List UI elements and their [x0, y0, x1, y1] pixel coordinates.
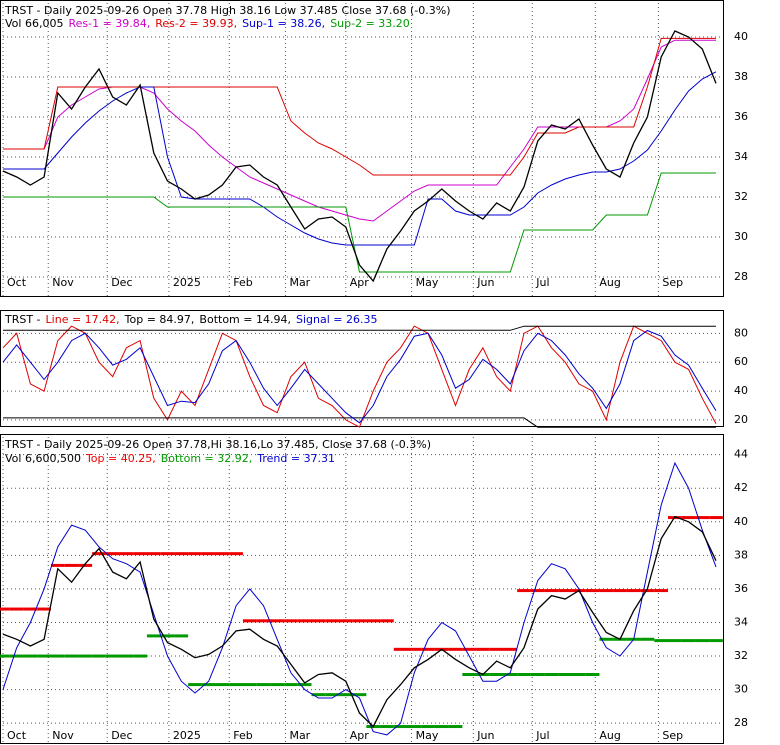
legend-entry: Top = 84.97, — [124, 313, 195, 326]
x-tick-label: Sep — [662, 729, 683, 742]
y-tick-label: 30 — [734, 230, 748, 243]
y-tick-label: 60 — [734, 355, 748, 368]
x-tick-label: Jun — [476, 276, 494, 289]
y-tick-label: 40 — [734, 384, 748, 397]
legend-entry: Trend = 37.31 — [256, 452, 335, 465]
y-tick-label: 42 — [734, 481, 748, 494]
x-tick-label: 2025 — [173, 276, 201, 289]
series-line — [3, 417, 716, 428]
series-line — [2, 461, 717, 736]
x-tick-label: Dec — [111, 276, 132, 289]
y-tick-label: 28 — [734, 716, 748, 729]
price-line — [2, 30, 717, 283]
x-tick-label: Oct — [7, 729, 27, 742]
x-tick-label: Jul — [535, 729, 549, 742]
x-tick-label: Dec — [111, 729, 132, 742]
y-tick-label: 40 — [734, 515, 748, 528]
x-tick-label: Jun — [476, 729, 494, 742]
y-tick-label: 34 — [734, 150, 748, 163]
panel-title: TRST - — [4, 313, 41, 326]
x-tick-label: Aug — [599, 729, 620, 742]
series-line — [3, 325, 716, 331]
x-tick-label: Aug — [599, 276, 620, 289]
x-tick-label: Feb — [233, 729, 252, 742]
series-line — [3, 71, 717, 246]
x-tick-label: Oct — [7, 276, 27, 289]
x-tick-label: 2025 — [173, 729, 201, 742]
series-line — [3, 37, 716, 176]
y-tick-label: 28 — [734, 270, 748, 283]
price-line — [2, 515, 717, 728]
y-tick-label: 36 — [734, 582, 748, 595]
legend-entry: Line = 17.42, — [46, 313, 120, 326]
panel-frame — [0, 0, 724, 297]
panel-subtitle: Vol 66,005 — [5, 17, 63, 30]
x-tick-label: Apr — [350, 276, 370, 289]
legend-entry: Res-2 = 39.93, — [155, 17, 237, 30]
x-tick-label: Nov — [52, 729, 74, 742]
panel-title: TRST - Daily 2025-09-26 Open 37.78 High … — [4, 4, 451, 17]
legend-entry: Signal = 26.35 — [296, 313, 378, 326]
series-line — [2, 325, 717, 428]
x-tick-label: May — [416, 729, 439, 742]
x-tick-label: Jul — [535, 276, 549, 289]
y-tick-label: 80 — [734, 326, 748, 339]
legend-entry: Res-1 = 39.84, — [68, 17, 150, 30]
y-tick-label: 34 — [734, 615, 748, 628]
x-tick-label: Feb — [233, 276, 252, 289]
legend-entry: Bottom = 14.94, — [199, 313, 291, 326]
legend-entry: Bottom = 32.92, — [161, 452, 253, 465]
panel-frame — [0, 310, 724, 427]
x-tick-label: Apr — [350, 729, 370, 742]
legend-entry: Sup-2 = 33.20 — [330, 17, 410, 30]
series-line — [2, 329, 717, 424]
x-tick-label: Sep — [662, 276, 683, 289]
y-tick-label: 36 — [734, 110, 748, 123]
x-tick-label: May — [416, 276, 439, 289]
y-tick-label: 30 — [734, 683, 748, 696]
y-tick-label: 40 — [734, 30, 748, 43]
panel-title: TRST - Daily 2025-09-26 Open 37.78,Hi 38… — [4, 438, 431, 451]
x-tick-label: Nov — [52, 276, 74, 289]
panel-subtitle: Vol 6,600,500 — [5, 452, 81, 465]
legend-entry: Sup-1 = 38.26, — [242, 17, 325, 30]
y-tick-label: 44 — [734, 448, 748, 461]
series-line — [3, 172, 716, 273]
y-tick-label: 38 — [734, 548, 748, 561]
y-tick-label: 32 — [734, 190, 748, 203]
y-tick-label: 20 — [734, 413, 748, 426]
y-tick-label: 32 — [734, 649, 748, 662]
x-tick-label: Mar — [289, 729, 310, 742]
x-tick-label: Mar — [289, 276, 310, 289]
legend-entry: Top = 40.25, — [85, 452, 156, 465]
y-tick-label: 38 — [734, 70, 748, 83]
